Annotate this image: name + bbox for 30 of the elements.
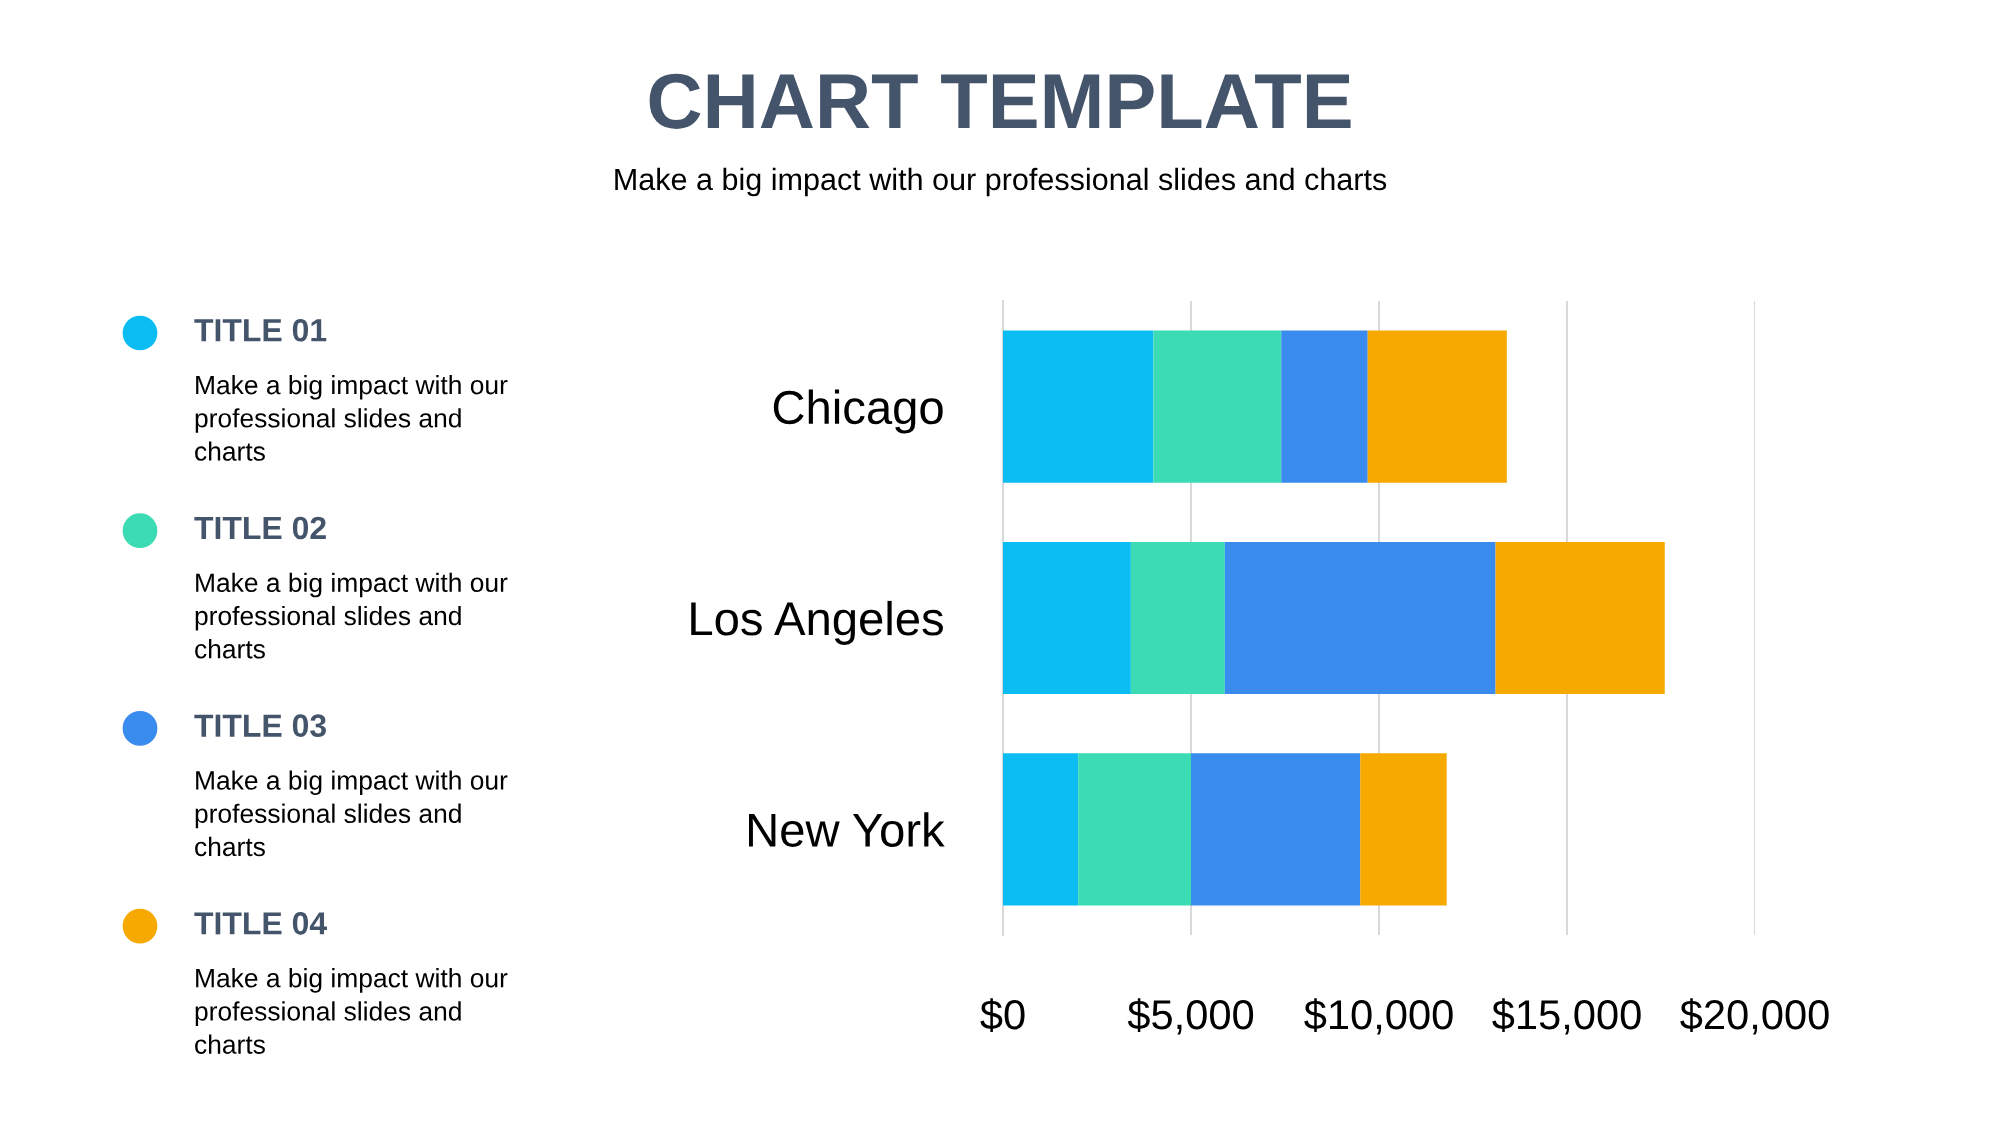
legend-label: TITLE 02	[194, 516, 326, 540]
bar	[1360, 753, 1447, 906]
bar	[1281, 330, 1368, 483]
x-tick-label: $5,000	[1127, 998, 1254, 1035]
text: Make a big impact with our professional slides and charts	[195, 968, 508, 1054]
bar	[1078, 753, 1191, 906]
bar	[1495, 541, 1665, 695]
y-tick-label: New York	[749, 812, 945, 847]
y-tick-label: Los Angeles	[691, 600, 943, 645]
bar	[1191, 753, 1361, 906]
bar	[1130, 541, 1225, 695]
x-tick-label: $15,000	[1492, 998, 1641, 1035]
x-tick-label: $0	[980, 998, 1025, 1032]
x-tick-label: $10,000	[1304, 998, 1453, 1035]
text: Make a big impact with our professional slides and charts	[195, 770, 508, 857]
bar	[1003, 330, 1154, 483]
bar	[1224, 541, 1496, 695]
bar	[1367, 330, 1507, 483]
x-tick-label: $20,000	[1680, 998, 1829, 1035]
legend-label: TITLE 01	[194, 318, 327, 342]
bar	[1003, 541, 1131, 695]
chart-title: CHART TEMPLATE	[649, 73, 1351, 129]
bar	[1003, 753, 1079, 906]
chart-subtitle: Make a big impact with our professional slides and charts	[615, 167, 1387, 197]
bar	[1153, 330, 1282, 483]
legend-label: TITLE 03	[194, 714, 326, 738]
text: Make a big impact with our professional slides and charts	[195, 572, 508, 659]
y-tick-label: Chicago	[773, 389, 943, 434]
legend-label: TITLE 04	[194, 912, 327, 935]
text: Make a big impact with our professional slides and charts	[195, 375, 508, 461]
